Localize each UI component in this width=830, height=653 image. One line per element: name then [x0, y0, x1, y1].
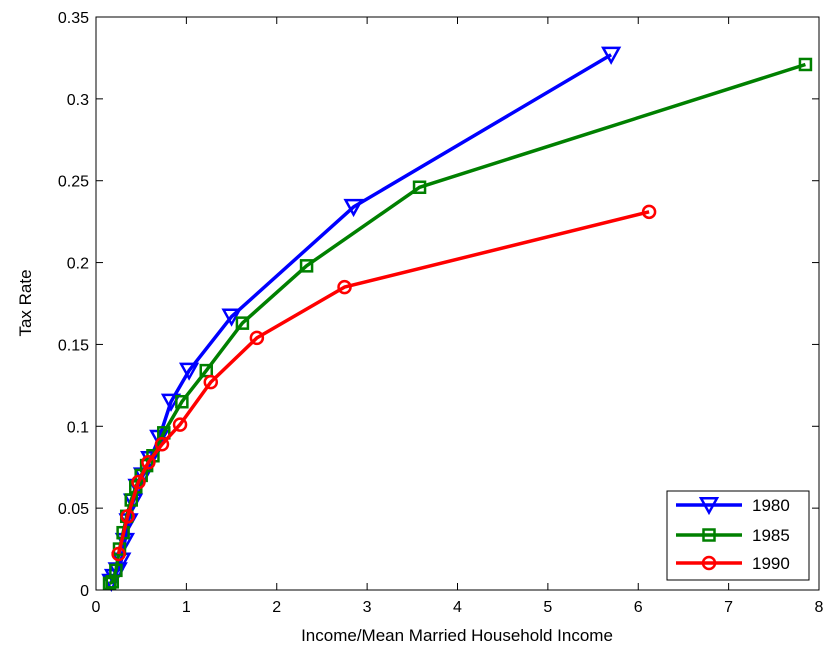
x-tick-label: 0 — [92, 599, 101, 616]
legend: 1980 1985 1990 — [666, 490, 810, 581]
x-tick-label: 2 — [272, 599, 281, 616]
legend-label-1985: 1985 — [752, 526, 790, 545]
legend-entry-1990: 1990 — [676, 554, 790, 573]
y-tick-label: 0.2 — [67, 256, 89, 273]
x-tick-label: 7 — [724, 599, 733, 616]
data-point-1985 — [102, 576, 117, 591]
data-point-1985 — [199, 363, 214, 378]
data-point-1980 — [221, 308, 242, 327]
data-point-1990 — [641, 204, 657, 220]
y-tick-label: 0.25 — [58, 174, 89, 191]
plot-series — [101, 46, 813, 592]
data-point-1985 — [109, 563, 123, 578]
y-tick-label: 0.35 — [58, 10, 89, 27]
data-point-1990 — [131, 474, 146, 490]
data-point-1990 — [154, 437, 170, 452]
x-axis-label: Income/Mean Married Household Income — [301, 626, 613, 645]
data-point-1985 — [798, 57, 813, 72]
data-point-1990 — [203, 374, 219, 390]
data-point-1985 — [299, 259, 314, 273]
x-tick-label: 3 — [363, 599, 372, 616]
legend-marker-1990 — [701, 555, 717, 571]
legend-entry-1985: 1985 — [676, 526, 790, 545]
data-point-1990 — [141, 455, 156, 470]
y-tick-label: 0.05 — [58, 501, 89, 518]
data-point-1985 — [175, 394, 189, 409]
x-tick-label: 5 — [543, 599, 552, 616]
y-tick-label: 0.15 — [58, 337, 89, 354]
legend-marker-1980 — [698, 496, 720, 516]
legend-label-1980: 1980 — [752, 496, 790, 515]
data-point-1980 — [178, 362, 200, 381]
data-point-1985 — [412, 180, 427, 195]
y-tick-label: 0 — [80, 583, 89, 600]
x-tick-label: 1 — [182, 599, 191, 616]
y-tick-label: 0.1 — [67, 419, 89, 436]
x-tick-label: 6 — [634, 599, 643, 616]
data-point-1990 — [249, 330, 265, 346]
series-1990 — [111, 204, 657, 562]
legend-label-1990: 1990 — [752, 554, 790, 573]
axis-ticks — [95, 16, 820, 591]
data-point-1990 — [111, 546, 126, 562]
data-point-1990 — [172, 417, 188, 432]
series-line-1990 — [116, 210, 650, 555]
x-tick-label: 4 — [453, 599, 462, 616]
legend-marker-1985 — [702, 528, 716, 542]
y-axis-label: Tax Rate — [16, 269, 35, 336]
legend-entry-1980: 1980 — [676, 496, 790, 516]
data-point-1985 — [235, 316, 250, 330]
x-tick-label: 8 — [815, 599, 824, 616]
data-point-1990 — [120, 509, 135, 524]
data-point-1980 — [343, 198, 364, 218]
axis-tick-labels: 0 1 2 3 4 5 6 7 8 0 0.05 0.1 0.15 0.2 0.25 0.3 0.35 — [58, 10, 824, 616]
data-point-1990 — [337, 279, 352, 295]
data-point-1980 — [601, 46, 622, 65]
data-point-1980 — [160, 393, 182, 412]
y-tick-label: 0.3 — [67, 92, 89, 109]
